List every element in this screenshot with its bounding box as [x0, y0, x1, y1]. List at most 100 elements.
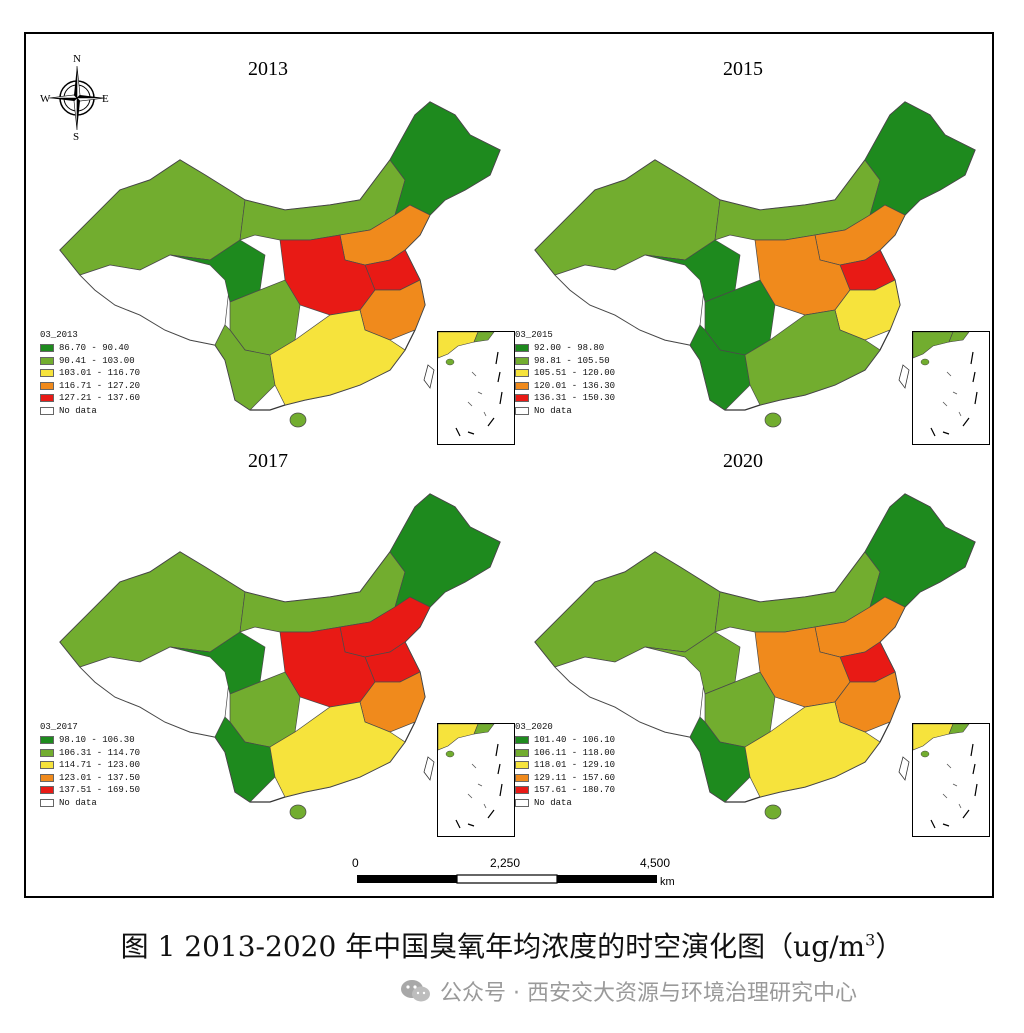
- legend-swatch: [515, 356, 529, 365]
- scale-label-max: 4,500: [640, 856, 670, 870]
- wechat-icon: [401, 980, 430, 1002]
- legend-swatch: [515, 406, 529, 415]
- legend-label: No data: [59, 797, 97, 808]
- caption-suffix: ）: [875, 930, 904, 963]
- legend-swatch: [40, 761, 54, 770]
- legend-title: 03_2013: [40, 330, 78, 340]
- watermark-text: 公众号 · 西安交大资源与环境治理研究中心: [440, 981, 857, 1006]
- legend-item: 106.31 - 114.70: [40, 747, 140, 760]
- legend-swatch: [515, 761, 529, 770]
- legend-item: 98.10 - 106.30: [40, 734, 140, 747]
- region-south: [269, 701, 406, 798]
- legend-label: 105.51 - 120.00: [534, 368, 616, 379]
- legend-item: 120.01 - 136.30: [515, 380, 615, 393]
- legend-item-nodata: No data: [515, 405, 615, 418]
- region-hainan: [764, 804, 782, 820]
- region-northeast: [864, 493, 976, 608]
- legend-swatch: [515, 369, 529, 378]
- china-map-2017: [59, 493, 501, 820]
- legend-label: 101.40 - 106.10: [534, 735, 616, 746]
- legend-label: 120.01 - 136.30: [534, 380, 616, 391]
- scale-label-mid: 2,250: [490, 856, 520, 870]
- legend-swatch: [40, 381, 54, 390]
- south-china-sea-inset: [912, 723, 990, 837]
- map-year-title: 2020: [723, 450, 763, 472]
- legend: 03_2017 98.10 - 106.30 106.31 - 114.70 114.…: [40, 722, 140, 809]
- region-taiwan: [423, 364, 435, 389]
- region-south: [744, 309, 881, 406]
- legend-label: 118.01 - 129.10: [534, 760, 616, 771]
- region-southwest: [689, 324, 751, 411]
- compass-n: N: [73, 53, 81, 65]
- legend-label: 123.01 - 137.50: [59, 772, 141, 783]
- legend-label: 103.01 - 116.70: [59, 368, 141, 379]
- legend-item: 105.51 - 120.00: [515, 367, 615, 380]
- legend-item: 127.21 - 137.60: [40, 392, 140, 405]
- region-northeast: [389, 493, 501, 608]
- legend-label: 90.41 - 103.00: [59, 355, 135, 366]
- scale-unit: km: [660, 876, 675, 888]
- legend-item: 106.11 - 118.00: [515, 747, 615, 760]
- legend-item: 137.51 - 169.50: [40, 784, 140, 797]
- legend-swatch: [515, 798, 529, 807]
- compass-rose-icon: N S W E: [40, 53, 109, 142]
- legend-label: 106.11 - 118.00: [534, 747, 616, 758]
- legend-item: 92.00 - 98.80: [515, 342, 615, 355]
- map-year-title: 2017: [248, 450, 288, 472]
- legend-swatch: [40, 736, 54, 745]
- china-map-2013: [59, 101, 501, 428]
- compass-s: S: [73, 131, 79, 142]
- legend-swatch: [515, 394, 529, 403]
- region-northeast: [389, 101, 501, 216]
- region-southwest: [689, 716, 751, 803]
- legend-title: 03_2017: [40, 722, 78, 732]
- legend-label: 137.51 - 169.50: [59, 785, 141, 796]
- legend-swatch: [515, 786, 529, 795]
- china-map-2020: [534, 493, 976, 820]
- legend-swatch: [515, 344, 529, 353]
- region-hainan: [289, 412, 307, 428]
- region-taiwan: [423, 756, 435, 781]
- legend-item: 86.70 - 90.40: [40, 342, 140, 355]
- legend-label: 114.71 - 123.00: [59, 760, 141, 771]
- scale-label-0: 0: [352, 856, 359, 870]
- map-year-title: 2013: [248, 58, 288, 80]
- legend-label: No data: [534, 405, 572, 416]
- legend-swatch: [40, 773, 54, 782]
- legend-swatch: [515, 736, 529, 745]
- compass-w: W: [40, 93, 51, 105]
- map-year-title: 2015: [723, 58, 763, 80]
- south-china-sea-inset: [912, 331, 990, 445]
- legend: 03_2013 86.70 - 90.40 90.41 - 103.00 103.01…: [40, 330, 140, 417]
- legend-label: 116.71 - 127.20: [59, 380, 141, 391]
- legend-item-nodata: No data: [40, 405, 140, 418]
- legend-label: 92.00 - 98.80: [534, 343, 605, 354]
- region-southwest: [214, 716, 276, 803]
- legend: 03_2020 101.40 - 106.10 106.11 - 118.00 118…: [515, 722, 615, 809]
- legend-swatch: [40, 798, 54, 807]
- region-taiwan: [898, 756, 910, 781]
- region-southwest: [214, 324, 276, 411]
- region-northeast: [864, 101, 976, 216]
- legend-swatch: [40, 369, 54, 378]
- legend-swatch: [40, 344, 54, 353]
- legend-label: 136.31 - 150.30: [534, 393, 616, 404]
- legend-item: 90.41 - 103.00: [40, 355, 140, 368]
- legend-label: 127.21 - 137.60: [59, 393, 141, 404]
- legend-swatch: [40, 406, 54, 415]
- figure-caption: 图 1 2013-2020 年中国臭氧年均浓度的时空演化图（ug/m3）: [0, 925, 1024, 965]
- legend-item-nodata: No data: [515, 797, 615, 810]
- legend-item: 136.31 - 150.30: [515, 392, 615, 405]
- legend-swatch: [40, 394, 54, 403]
- legend-label: 106.31 - 114.70: [59, 747, 141, 758]
- map-panel-2020: 2020 03_2020 101.40 - 106.10 106.11 - 118.0…: [505, 432, 990, 852]
- china-map-2015: [534, 101, 976, 428]
- map-panel-2013: 2013 03_2013 86.70 - 90.40 90.41 - 103.00 10…: [30, 40, 515, 460]
- legend-swatch: [515, 748, 529, 757]
- scale-bar: 0 2,250 4,500 km: [352, 856, 675, 888]
- map-panel-2015: 2015 03_2015 92.00 - 98.80 98.81 - 105.50 10…: [505, 40, 990, 460]
- watermark: 公众号 · 西安交大资源与环境治理研究中心: [400, 975, 857, 1007]
- legend-item: 157.61 - 180.70: [515, 784, 615, 797]
- caption-prefix: 图 1 2013-2020 年中国臭氧年均浓度的时空演化图（ug/m: [120, 930, 866, 963]
- south-china-sea-inset: [437, 331, 515, 445]
